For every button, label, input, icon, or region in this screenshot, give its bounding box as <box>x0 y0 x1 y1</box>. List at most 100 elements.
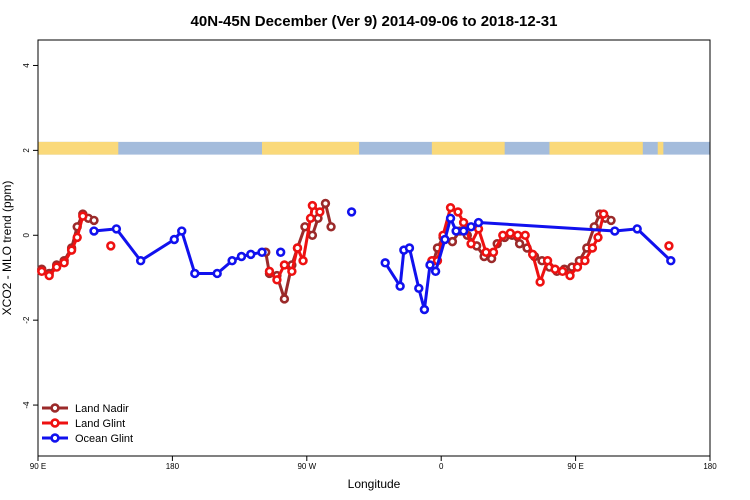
data-point <box>453 207 463 217</box>
data-point <box>445 202 456 213</box>
series-1 <box>37 200 674 287</box>
data-point <box>632 224 642 234</box>
data-point <box>440 234 450 245</box>
y-axis-label: XCO2 - MLO trend (ppm) <box>0 181 14 316</box>
data-point <box>580 256 590 266</box>
data-point <box>425 260 435 270</box>
x-axis-label: Longitude <box>348 477 401 491</box>
data-point <box>89 215 99 226</box>
data-point <box>177 226 187 236</box>
x-tick-label: 90 E <box>567 462 583 471</box>
data-point <box>66 245 77 255</box>
data-point <box>37 266 47 277</box>
data-point <box>550 264 560 274</box>
data-point <box>169 234 179 245</box>
data-point <box>587 243 598 253</box>
data-point <box>598 209 609 219</box>
plot-frame <box>37 39 711 457</box>
series-group <box>37 198 676 315</box>
data-point <box>557 266 568 277</box>
data-point <box>572 262 583 272</box>
data-point <box>272 275 282 285</box>
data-point <box>527 249 538 260</box>
data-point <box>89 226 99 236</box>
land-band-segment <box>262 141 360 155</box>
y-tick-label: 4 <box>22 63 31 68</box>
data-point <box>542 256 553 266</box>
x-tick-label: 90 W <box>297 462 316 471</box>
data-point <box>593 232 603 243</box>
data-point <box>275 247 286 257</box>
data-point <box>307 200 318 211</box>
land-band-segment <box>549 141 643 155</box>
x-tick-label: 90 E <box>30 462 46 471</box>
data-point <box>44 270 54 281</box>
data-point <box>606 215 616 226</box>
data-point <box>59 258 69 268</box>
legend-marker <box>50 418 60 428</box>
y-tick-label: -4 <box>22 401 31 409</box>
x-axis: 90 E 180 90 W 0 90 E 180 <box>30 456 717 471</box>
data-point <box>257 247 267 257</box>
data-point <box>458 217 469 228</box>
series-line <box>93 227 263 275</box>
data-point <box>320 198 331 209</box>
data-point <box>111 224 122 234</box>
land-band-segment <box>431 141 505 155</box>
data-point <box>346 207 357 217</box>
data-point <box>505 228 515 238</box>
ocean-band <box>38 141 710 155</box>
data-point <box>106 241 116 251</box>
legend-marker <box>50 433 60 443</box>
data-point <box>565 270 575 281</box>
data-point <box>72 232 82 243</box>
chart-title: 40N-45N December (Ver 9) 2014-09-06 to 2… <box>191 13 558 30</box>
data-point <box>298 256 308 266</box>
data-point <box>445 213 456 223</box>
land-ocean-band <box>38 141 710 155</box>
data-point <box>664 241 674 251</box>
series-2 <box>89 207 676 315</box>
data-point <box>498 230 508 240</box>
data-point <box>458 226 469 236</box>
data-point <box>212 268 222 279</box>
data-point <box>520 230 530 240</box>
data-point <box>419 304 430 315</box>
data-point <box>414 283 424 294</box>
data-point <box>307 230 318 240</box>
data-point <box>292 243 303 253</box>
data-point <box>473 217 484 228</box>
data-point <box>305 213 316 223</box>
data-point <box>514 239 525 249</box>
data-point <box>430 266 441 277</box>
data-point <box>447 236 458 247</box>
x-tick-label: 0 <box>439 462 444 471</box>
data-point <box>279 294 290 304</box>
y-tick-label: -2 <box>22 316 31 324</box>
data-point <box>326 222 336 232</box>
data-point <box>395 281 405 291</box>
data-point <box>451 226 461 236</box>
data-point <box>227 256 237 266</box>
data-point <box>315 207 325 217</box>
data-point <box>78 211 88 221</box>
legend: Land Nadir Land Glint Ocean Glint <box>42 403 133 445</box>
data-point <box>535 277 545 287</box>
data-point <box>404 243 415 253</box>
x-tick-label: 180 <box>703 462 717 471</box>
y-axis: -4 -2 0 2 4 <box>22 63 38 409</box>
legend-label: Ocean Glint <box>75 433 133 445</box>
data-point <box>666 256 676 266</box>
y-tick-label: 0 <box>22 232 31 237</box>
data-point <box>488 247 499 257</box>
series-0 <box>37 198 616 304</box>
data-point <box>513 230 523 240</box>
data-point <box>236 251 247 262</box>
data-point <box>466 222 476 232</box>
legend-label: Land Glint <box>75 418 125 430</box>
legend-marker <box>50 403 60 413</box>
data-point <box>246 249 256 260</box>
data-point <box>380 258 390 268</box>
land-band-segment <box>38 141 91 155</box>
